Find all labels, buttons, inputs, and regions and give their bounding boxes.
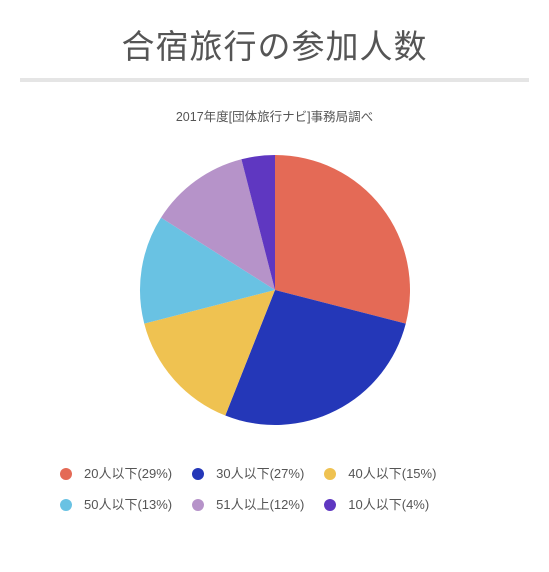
legend-item: 50人以下(13%) bbox=[60, 491, 172, 520]
legend-dot bbox=[60, 468, 72, 480]
legend-label: 30人以下(27%) bbox=[216, 460, 304, 489]
legend-item: 40人以下(15%) bbox=[324, 460, 436, 489]
chart-container: 合宿旅行の参加人数 2017年度[団体旅行ナビ]事務局調べ 20人以下(29%)… bbox=[0, 0, 549, 552]
legend-item: 30人以下(27%) bbox=[192, 460, 304, 489]
legend: 20人以下(29%) 30人以下(27%) 40人以下(15%) 50人以下(13%)… bbox=[20, 460, 529, 522]
legend-dot bbox=[324, 468, 336, 480]
legend-dot bbox=[192, 468, 204, 480]
chart-subtitle: 2017年度[団体旅行ナビ]事務局調べ bbox=[20, 106, 529, 125]
legend-item: 10人以下(4%) bbox=[324, 491, 429, 520]
legend-label: 10人以下(4%) bbox=[348, 491, 429, 520]
legend-dot bbox=[60, 499, 72, 511]
chart-title: 合宿旅行の参加人数 bbox=[20, 20, 529, 68]
legend-dot bbox=[192, 499, 204, 511]
legend-item: 51人以上(12%) bbox=[192, 491, 304, 520]
legend-label: 50人以下(13%) bbox=[84, 491, 172, 520]
legend-label: 40人以下(15%) bbox=[348, 460, 436, 489]
pie-chart bbox=[135, 150, 415, 430]
legend-item: 20人以下(29%) bbox=[60, 460, 172, 489]
pie-chart-wrap bbox=[20, 150, 529, 430]
legend-label: 51人以上(12%) bbox=[216, 491, 304, 520]
legend-dot bbox=[324, 499, 336, 511]
title-underline bbox=[20, 78, 529, 82]
legend-label: 20人以下(29%) bbox=[84, 460, 172, 489]
